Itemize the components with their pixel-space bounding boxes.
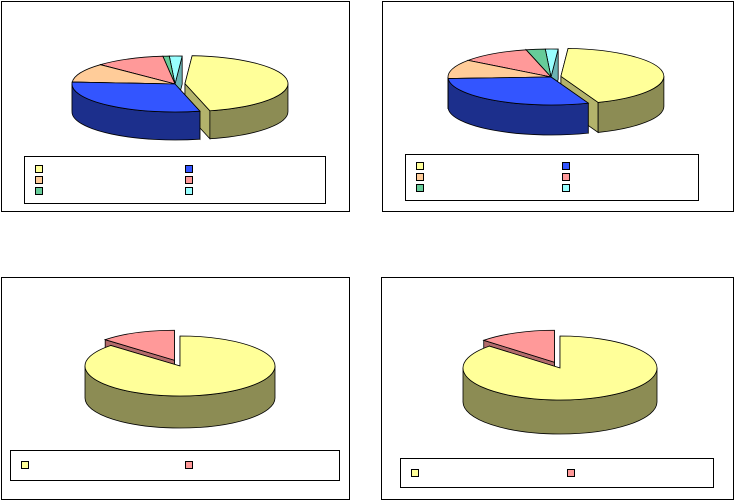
pie-chart-panel-2	[382, 1, 734, 212]
legend-swatch-green	[35, 186, 43, 195]
legend-swatch-yellow	[411, 468, 419, 477]
legend-swatch-green	[416, 184, 424, 192]
legend-item-1	[416, 161, 428, 171]
legend-swatch-orange	[416, 173, 424, 181]
legend-item-2	[185, 164, 197, 174]
legend-swatch-yellow	[35, 164, 43, 173]
pie-chart-3	[84, 329, 276, 429]
legend-item-3	[416, 172, 428, 182]
legend-swatch-pink	[562, 173, 570, 181]
legend-swatch-red	[185, 461, 193, 469]
legend-swatch-cyan	[185, 186, 193, 195]
pie-chart-panel-3	[1, 277, 350, 500]
chart-legend-2	[405, 154, 699, 201]
legend-swatch-orange	[35, 175, 43, 184]
chart-legend-1	[24, 156, 326, 204]
legend-item-1	[35, 164, 47, 174]
legend-item-2	[562, 161, 574, 171]
legend-item-6	[562, 183, 574, 193]
chart-legend-3	[10, 450, 340, 481]
chart-legend-4	[400, 458, 714, 488]
legend-item-4	[185, 175, 197, 185]
pie-slice-1-yellow	[184, 55, 289, 140]
legend-item-6	[185, 186, 197, 196]
pie-chart-1	[71, 55, 289, 141]
legend-item-5	[416, 183, 428, 193]
pie-chart-2	[447, 47, 665, 136]
pie-slice-1-yellow	[462, 335, 658, 435]
legend-swatch-blue	[562, 162, 570, 170]
legend-swatch-blue	[185, 164, 193, 173]
legend-swatch-yellow	[416, 162, 424, 170]
legend-item-2	[185, 460, 197, 470]
pie-slice-1-yellow	[84, 335, 276, 429]
legend-item-3	[35, 175, 47, 185]
legend-item-1	[21, 460, 33, 470]
pie-slice-2-blue	[447, 76, 590, 136]
pie-chart-panel-4	[381, 277, 734, 500]
legend-swatch-pink	[185, 175, 193, 184]
legend-item-5	[35, 186, 47, 196]
legend-item-4	[562, 172, 574, 182]
legend-swatch-cyan	[562, 184, 570, 192]
pie-slice-2-blue	[71, 81, 201, 141]
legend-item-2	[567, 468, 579, 478]
legend-swatch-yellow	[21, 461, 29, 469]
legend-swatch-red	[567, 468, 575, 477]
pie-chart-4	[462, 329, 658, 435]
pie-chart-panel-1	[1, 1, 350, 212]
legend-item-1	[411, 468, 423, 478]
